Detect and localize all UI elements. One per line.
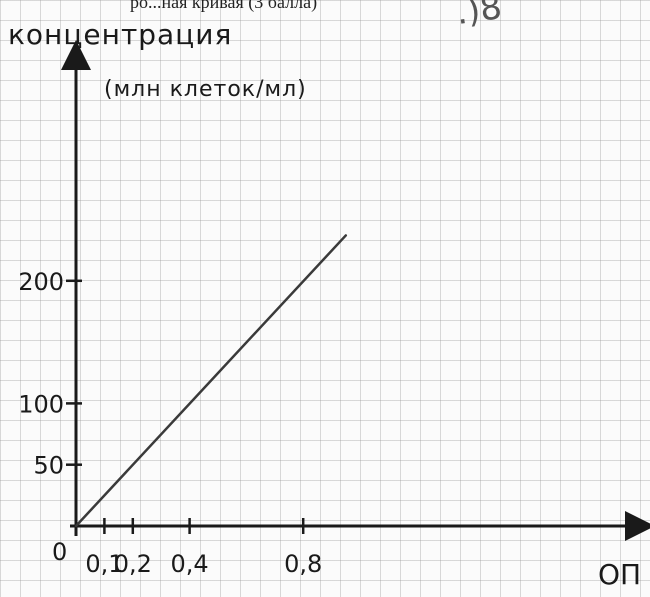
y-tick-label: 50	[33, 452, 64, 480]
y-tick-label: 200	[18, 268, 64, 296]
x-tick-label: 0,2	[114, 550, 152, 578]
x-axis-title: ОП	[598, 558, 641, 591]
x-tick-label: 0,8	[284, 550, 322, 578]
calibration-line	[76, 235, 346, 526]
y-tick-label: 100	[18, 390, 64, 418]
origin-label: 0	[52, 538, 67, 566]
y-axis-units: (млн клеток/мл)	[104, 77, 307, 102]
y-axis-title: концентрация	[8, 18, 232, 51]
x-tick-label: 0,4	[171, 550, 209, 578]
